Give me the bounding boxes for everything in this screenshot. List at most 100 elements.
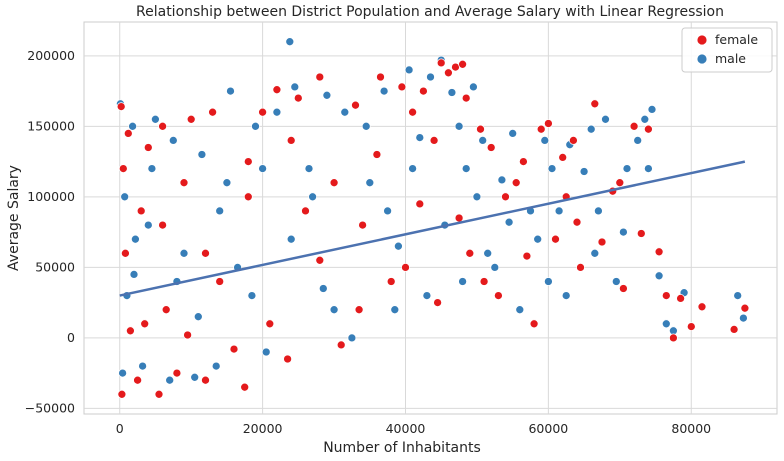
point-male — [483, 248, 493, 258]
point-female — [140, 319, 150, 329]
y-axis-ticks: −50000 0 50000 100000 150000 200000 — [25, 48, 75, 416]
point-female — [669, 333, 678, 343]
point-female — [444, 68, 453, 78]
point-male — [640, 114, 650, 124]
point-male — [226, 86, 235, 96]
y-tick-label: −50000 — [25, 400, 75, 415]
point-female — [544, 119, 553, 128]
point-male — [447, 88, 457, 97]
point-female — [376, 72, 385, 82]
point-female — [454, 213, 464, 223]
point-male — [622, 164, 632, 173]
point-female — [519, 157, 528, 166]
point-male — [561, 291, 571, 300]
point-male — [533, 234, 543, 244]
point-female — [229, 344, 239, 354]
regression-line — [119, 160, 746, 297]
point-male — [472, 192, 482, 202]
point-female — [243, 157, 253, 166]
point-female — [551, 234, 560, 244]
point-male — [190, 372, 200, 382]
point-female — [286, 136, 296, 145]
point-female — [522, 251, 532, 261]
point-female — [158, 121, 167, 131]
legend-label-female: female — [715, 32, 758, 47]
series-male — [116, 37, 748, 385]
point-male — [739, 313, 748, 323]
point-female — [258, 107, 267, 117]
point-female — [629, 121, 639, 131]
point-female — [740, 303, 750, 313]
regression-fit-line — [119, 160, 746, 297]
point-female — [597, 237, 607, 247]
point-male — [165, 375, 175, 385]
point-male — [179, 248, 189, 258]
point-male — [329, 305, 339, 315]
point-male — [379, 86, 389, 96]
point-male — [644, 164, 653, 173]
point-female — [676, 294, 685, 303]
point-female — [315, 72, 325, 82]
y-tick-label: 50000 — [35, 259, 75, 274]
point-male — [515, 305, 525, 315]
point-female — [126, 326, 135, 336]
point-female — [118, 164, 128, 173]
legend-label-male: male — [715, 51, 746, 66]
point-female — [511, 178, 521, 188]
point-female — [433, 298, 442, 307]
point-female — [240, 382, 250, 392]
point-female — [186, 114, 196, 124]
point-male — [197, 150, 207, 159]
point-male — [461, 164, 471, 173]
point-male — [590, 248, 600, 258]
point-male — [469, 82, 478, 92]
point-male — [586, 124, 596, 134]
point-male — [554, 206, 564, 216]
point-female — [661, 291, 671, 300]
point-male — [222, 178, 232, 188]
point-male — [415, 133, 425, 142]
point-female — [183, 330, 192, 340]
point-male — [251, 121, 260, 131]
y-tick-label: 100000 — [27, 189, 75, 204]
point-male — [168, 136, 178, 145]
point-male — [215, 206, 225, 216]
point-female — [401, 263, 410, 272]
point-female — [476, 124, 485, 134]
point-male — [347, 333, 357, 343]
point-female — [729, 325, 739, 334]
point-male — [261, 347, 271, 357]
point-male — [129, 270, 139, 279]
x-axis-label: Number of Inhabitants — [323, 440, 481, 456]
point-male — [322, 90, 332, 100]
point-female — [372, 150, 382, 159]
point-female — [116, 102, 126, 111]
point-male — [383, 206, 392, 216]
point-female — [501, 192, 510, 202]
y-tick-label: 200000 — [27, 48, 75, 63]
point-female — [161, 305, 171, 315]
y-axis-label: Average Salary — [6, 165, 22, 271]
point-female — [301, 206, 310, 216]
point-male — [547, 164, 557, 173]
point-male — [601, 114, 610, 124]
x-axis-ticks: 0 20000 40000 60000 80000 — [116, 421, 711, 436]
point-female — [272, 85, 282, 95]
point-female — [293, 93, 303, 103]
point-male — [478, 136, 488, 145]
point-male — [290, 82, 300, 92]
point-female — [179, 178, 189, 188]
point-female — [654, 247, 664, 257]
point-male — [733, 291, 743, 300]
point-male — [504, 217, 514, 227]
point-female — [636, 229, 646, 238]
point-female — [354, 305, 364, 315]
point-male — [611, 277, 621, 286]
legend-marker-male — [696, 53, 708, 65]
series-female — [116, 58, 750, 399]
point-female — [158, 220, 167, 230]
point-female — [208, 107, 217, 117]
point-male — [308, 192, 317, 202]
point-male — [258, 164, 267, 173]
point-male — [138, 361, 147, 371]
